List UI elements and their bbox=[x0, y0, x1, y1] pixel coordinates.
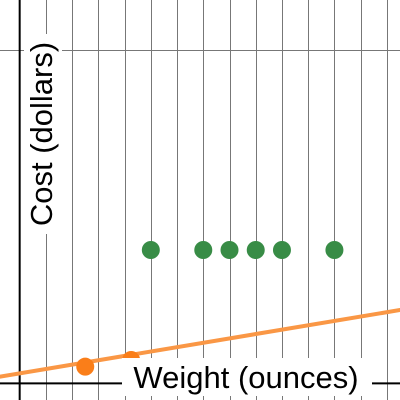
data-point bbox=[194, 241, 213, 259]
data-point bbox=[141, 241, 160, 259]
series bbox=[0, 241, 400, 379]
labels: Weight (ounces) Cost (dollars) bbox=[24, 34, 372, 396]
data-point bbox=[76, 357, 95, 376]
data-point bbox=[246, 241, 265, 259]
y-axis-label: Cost (dollars) bbox=[24, 42, 59, 226]
x-axis-label-backdrop bbox=[122, 358, 372, 396]
data-point bbox=[325, 241, 344, 259]
x-axis-label: Weight (ounces) bbox=[133, 360, 358, 395]
y-axis-label-backdrop bbox=[24, 34, 62, 234]
data-point bbox=[220, 241, 239, 259]
trend-line bbox=[0, 308, 400, 379]
data-point bbox=[272, 241, 291, 259]
